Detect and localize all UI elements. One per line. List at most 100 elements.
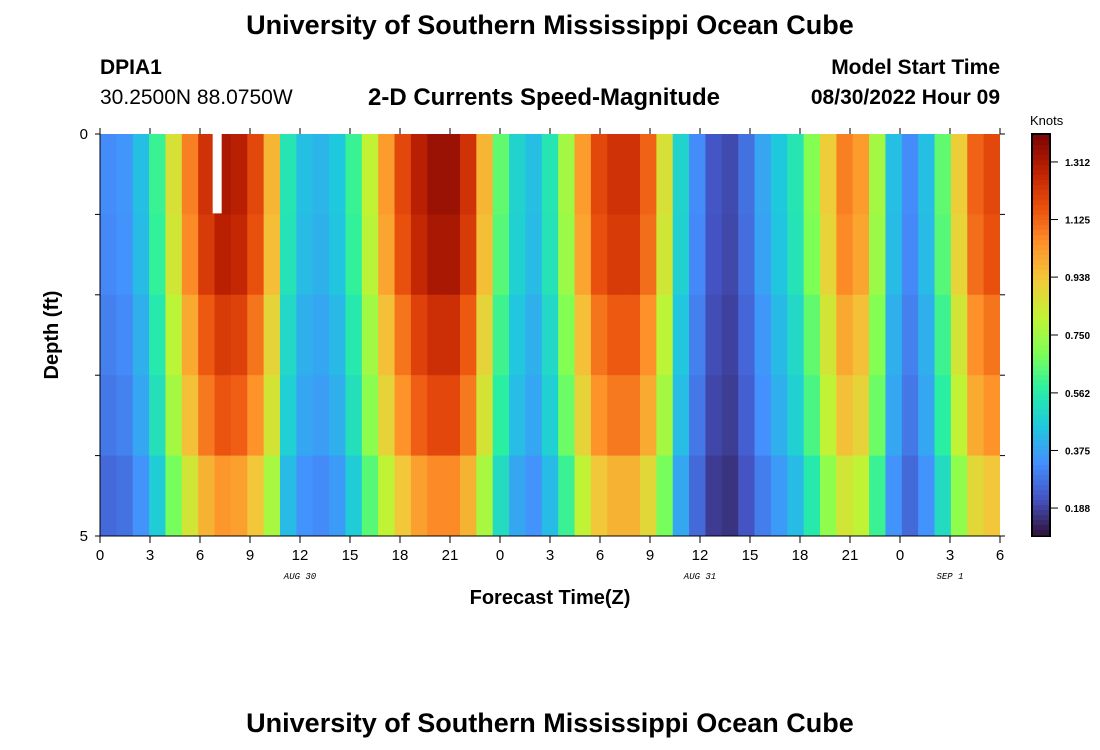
heatmap-cell <box>296 455 314 536</box>
heatmap-cell <box>738 134 756 215</box>
heatmap-cell <box>967 294 985 376</box>
heatmap-cell <box>541 294 559 376</box>
heatmap-cell <box>885 214 903 296</box>
heatmap-cell <box>885 294 903 376</box>
heatmap-cell <box>378 375 396 457</box>
colorbar-segment <box>1033 235 1049 241</box>
colorbar-segment <box>1033 330 1049 336</box>
heatmap-cell <box>443 294 461 376</box>
heatmap-cell <box>443 134 461 215</box>
heatmap-cell <box>296 294 314 376</box>
heatmap-cell <box>361 294 379 376</box>
heatmap-cell <box>280 134 297 215</box>
heatmap-cell <box>361 455 379 536</box>
colorbar-segment <box>1033 440 1049 446</box>
heatmap-cell <box>983 214 1000 296</box>
heatmap-cell <box>721 455 739 536</box>
colorbar-segment <box>1033 500 1049 506</box>
colorbar-segment <box>1033 380 1049 386</box>
heatmap-cell <box>705 134 723 215</box>
y-tick-label: 0 <box>80 126 88 143</box>
heatmap-cell <box>214 375 232 457</box>
colorbar-segment <box>1033 425 1049 431</box>
x-tick-label: 9 <box>246 547 254 564</box>
colorbar-segment <box>1033 300 1049 306</box>
heatmap-cell <box>361 134 379 215</box>
heatmap-cell <box>623 455 641 536</box>
heatmap-cell <box>836 294 854 376</box>
heatmap-cell <box>247 134 265 215</box>
heatmap-cell <box>918 134 936 215</box>
heatmap-cell <box>296 375 314 457</box>
heatmap-cell <box>181 455 199 536</box>
heatmap-cell <box>509 455 527 536</box>
y-axis-title: Depth (ft) <box>41 291 63 380</box>
heatmap-cell <box>820 375 837 457</box>
heatmap-cell <box>361 375 379 457</box>
heatmap-cell <box>378 134 396 215</box>
heatmap-cell <box>329 294 347 376</box>
heatmap-cell <box>672 455 690 536</box>
colorbar-segment <box>1033 255 1049 261</box>
heatmap-cell <box>476 375 494 457</box>
colorbar-segment <box>1033 525 1049 531</box>
heatmap-cell <box>198 214 216 296</box>
heatmap-cell <box>950 455 968 536</box>
heatmap-cell <box>378 294 396 376</box>
heatmap-cell <box>640 455 657 536</box>
heatmap-cell <box>345 294 363 376</box>
heatmap-cell <box>869 134 887 215</box>
heatmap-cell <box>509 294 527 376</box>
x-tick-label: 12 <box>692 547 709 564</box>
heatmap-cell <box>132 294 150 376</box>
heatmap-cell <box>607 375 625 457</box>
heatmap-cell <box>476 214 494 296</box>
footer-title: University of Southern Mississippi Ocean… <box>246 708 854 738</box>
heatmap-cell <box>132 375 150 457</box>
heatmap-cell <box>983 455 1000 536</box>
heatmap-cell <box>492 134 510 215</box>
heatmap-cell <box>623 294 641 376</box>
heatmap-cell <box>869 294 887 376</box>
heatmap-cell <box>607 455 625 536</box>
date-label: AUG 30 <box>283 572 317 582</box>
heatmap-cell <box>967 375 985 457</box>
heatmap-cell <box>394 214 412 296</box>
heatmap-cell <box>918 214 936 296</box>
heatmap-cell <box>427 214 445 296</box>
x-tick-label: 6 <box>196 547 204 564</box>
heatmap-cell <box>329 134 347 215</box>
heatmap-cell <box>950 214 968 296</box>
colorbar-segment <box>1033 240 1049 246</box>
heatmap-cell <box>116 294 134 376</box>
date-label: SEP 1 <box>936 572 963 582</box>
colorbar-segment <box>1033 385 1049 391</box>
heatmap-cell <box>607 294 625 376</box>
heatmap-cell <box>787 294 805 376</box>
x-tick-label: 0 <box>896 547 904 564</box>
heatmap-cell <box>165 294 183 376</box>
colorbar-segment <box>1033 515 1049 521</box>
colorbar-segment <box>1033 335 1049 341</box>
colorbar-segment <box>1033 195 1049 201</box>
heatmap-cell <box>181 294 199 376</box>
heatmap-cell <box>427 294 445 376</box>
heatmap-cell <box>214 455 232 536</box>
heatmap-cell <box>885 455 903 536</box>
heatmap-cell <box>132 455 150 536</box>
heatmap-cell <box>967 455 985 536</box>
heatmap-cell <box>541 375 559 457</box>
heatmap-cell <box>836 134 854 215</box>
heatmap-cell <box>476 455 494 536</box>
x-tick-label: 21 <box>442 547 459 564</box>
heatmap-cell <box>623 214 641 296</box>
heatmap-cell <box>312 134 330 215</box>
heatmap-cell <box>100 455 117 536</box>
heatmap-cell <box>754 214 772 296</box>
heatmap-cell <box>672 375 690 457</box>
station-coordinates: 30.2500N 88.0750W <box>100 86 293 109</box>
heatmap-cell <box>394 294 412 376</box>
heatmap-cell <box>525 294 543 376</box>
heatmap-cell <box>983 294 1000 376</box>
model-start-label: Model Start Time <box>831 56 1000 79</box>
